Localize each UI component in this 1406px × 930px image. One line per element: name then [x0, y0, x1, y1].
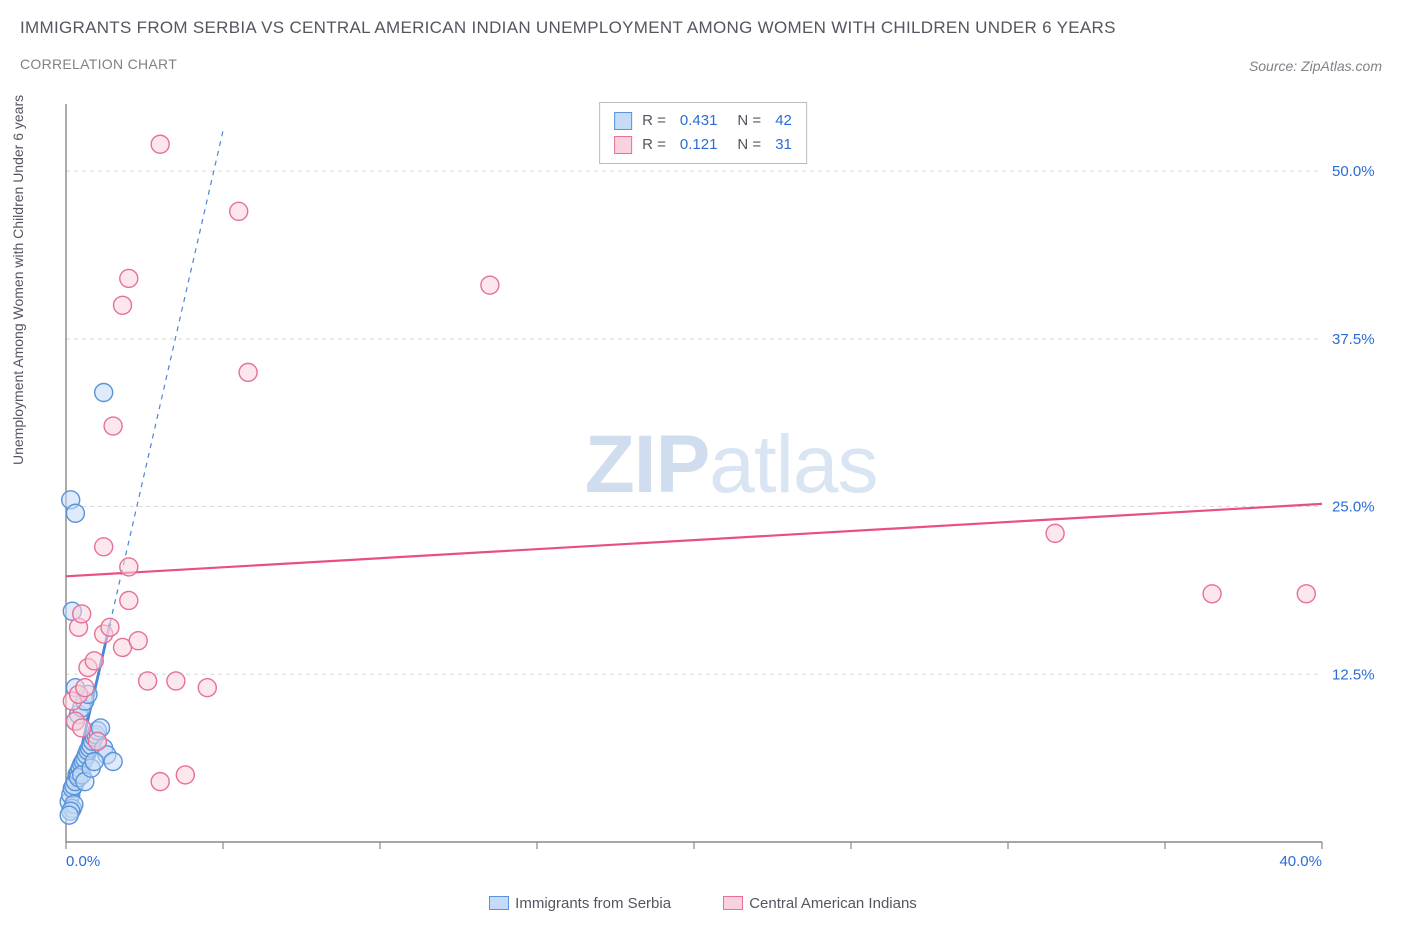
y-axis-label: Unemployment Among Women with Children U…	[10, 95, 26, 465]
svg-text:40.0%: 40.0%	[1279, 853, 1322, 870]
svg-text:25.0%: 25.0%	[1332, 499, 1375, 516]
stats-row: R = 0.431 N = 42	[614, 109, 792, 133]
legend-swatch-icon	[723, 896, 743, 910]
svg-text:50.0%: 50.0%	[1332, 163, 1375, 180]
correlation-stats-box: R = 0.431 N = 42 R = 0.121 N = 31	[599, 102, 807, 164]
source-label: Source: ZipAtlas.com	[1249, 58, 1382, 74]
legend-label: Central American Indians	[749, 895, 917, 912]
scatter-chart: 12.5% 25.0% 37.5% 50.0% 0.0% 40.0%	[52, 94, 1382, 874]
svg-text:0.0%: 0.0%	[66, 853, 100, 870]
legend-item: Immigrants from Serbia	[489, 895, 671, 912]
legend-label: Immigrants from Serbia	[515, 895, 671, 912]
chart-svg: 12.5% 25.0% 37.5% 50.0% 0.0% 40.0%	[52, 94, 1382, 874]
stats-r-value: 0.121	[680, 133, 718, 157]
legend: Immigrants from Serbia Central American …	[0, 895, 1406, 915]
svg-text:37.5%: 37.5%	[1332, 331, 1375, 348]
stats-r-value: 0.431	[680, 109, 718, 133]
stats-n-label: N =	[737, 133, 761, 157]
stats-n-value: 42	[775, 109, 792, 133]
stats-row: R = 0.121 N = 31	[614, 133, 792, 157]
series-swatch-icon	[614, 136, 632, 154]
chart-subtitle: CORRELATION CHART	[20, 56, 1386, 72]
stats-r-label: R =	[642, 109, 666, 133]
legend-item: Central American Indians	[723, 895, 917, 912]
svg-text:12.5%: 12.5%	[1332, 666, 1375, 683]
chart-title: IMMIGRANTS FROM SERBIA VS CENTRAL AMERIC…	[20, 18, 1386, 38]
series-swatch-icon	[614, 112, 632, 130]
legend-swatch-icon	[489, 896, 509, 910]
stats-r-label: R =	[642, 133, 666, 157]
stats-n-label: N =	[737, 109, 761, 133]
stats-n-value: 31	[775, 133, 792, 157]
